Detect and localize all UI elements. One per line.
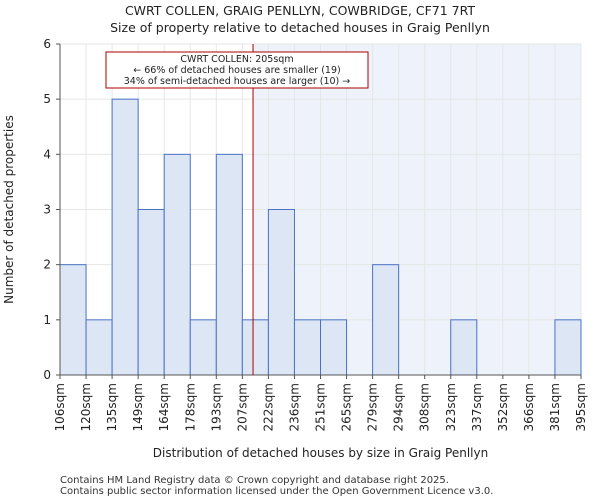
histogram-bar <box>320 319 348 376</box>
footer-line-2: Contains public sector information licen… <box>60 486 494 497</box>
chart-title: CWRT COLLEN, GRAIG PENLLYN, COWBRIDGE, C… <box>124 3 476 18</box>
footer-line-1: Contains HM Land Registry data © Crown c… <box>60 475 449 486</box>
x-tick-label: 381sqm <box>548 383 562 431</box>
histogram-bar <box>554 319 582 376</box>
histogram-bar <box>137 209 165 376</box>
x-tick-label: 337sqm <box>470 383 484 431</box>
annotation-box: CWRT COLLEN: 205sqm ← 66% of detached ho… <box>105 51 369 89</box>
x-tick-label: 265sqm <box>340 383 354 431</box>
histogram-bar <box>59 264 87 376</box>
x-tick-label: 222sqm <box>261 383 275 431</box>
x-tick-label: 207sqm <box>235 383 249 431</box>
x-tick-label: 236sqm <box>287 383 301 431</box>
histogram-bar <box>163 153 191 376</box>
histogram-bar <box>293 319 322 376</box>
histogram-bar <box>450 319 478 376</box>
x-tick-label: 279sqm <box>366 383 380 431</box>
y-tick-label: 1 <box>43 313 51 327</box>
histogram-bar <box>241 319 269 376</box>
x-tick-label: 308sqm <box>418 383 432 431</box>
y-tick-label: 2 <box>43 258 51 272</box>
histogram-bar <box>85 319 113 376</box>
x-tick-label: 294sqm <box>392 383 406 431</box>
x-tick-label: 164sqm <box>157 383 171 431</box>
y-tick-label: 6 <box>43 37 51 51</box>
y-tick-label: 3 <box>43 203 51 217</box>
x-tick-label: 178sqm <box>183 383 197 431</box>
annotation-line-1: CWRT COLLEN: 205sqm <box>180 54 293 65</box>
annotation-line-3: 34% of semi-detached houses are larger (… <box>124 76 351 87</box>
x-tick-label: 323sqm <box>444 383 458 431</box>
x-axis-label: Distribution of detached houses by size … <box>153 446 488 460</box>
x-tick-label: 366sqm <box>522 383 536 431</box>
y-axis-label: Number of detached properties <box>2 115 16 304</box>
y-tick-label: 5 <box>43 92 51 106</box>
x-tick-label: 193sqm <box>209 383 223 431</box>
x-tick-label: 149sqm <box>131 383 145 431</box>
x-tick-label: 352sqm <box>496 383 510 431</box>
x-tick-label: 251sqm <box>314 383 328 431</box>
chart-subtitle: Size of property relative to detached ho… <box>110 20 490 35</box>
x-tick-label: 106sqm <box>53 383 67 431</box>
x-tick-label: 135sqm <box>105 383 119 431</box>
histogram-bar <box>189 319 217 376</box>
histogram-bar <box>111 98 139 376</box>
x-tick-label: 120sqm <box>79 383 93 431</box>
y-tick-label: 0 <box>43 368 51 382</box>
histogram-bar <box>215 153 243 376</box>
histogram-bar <box>267 209 295 376</box>
x-tick-label: 395sqm <box>574 383 588 431</box>
histogram-bar <box>372 264 400 376</box>
y-tick-label: 4 <box>43 147 51 161</box>
annotation-line-2: ← 66% of detached houses are smaller (19… <box>133 65 340 76</box>
